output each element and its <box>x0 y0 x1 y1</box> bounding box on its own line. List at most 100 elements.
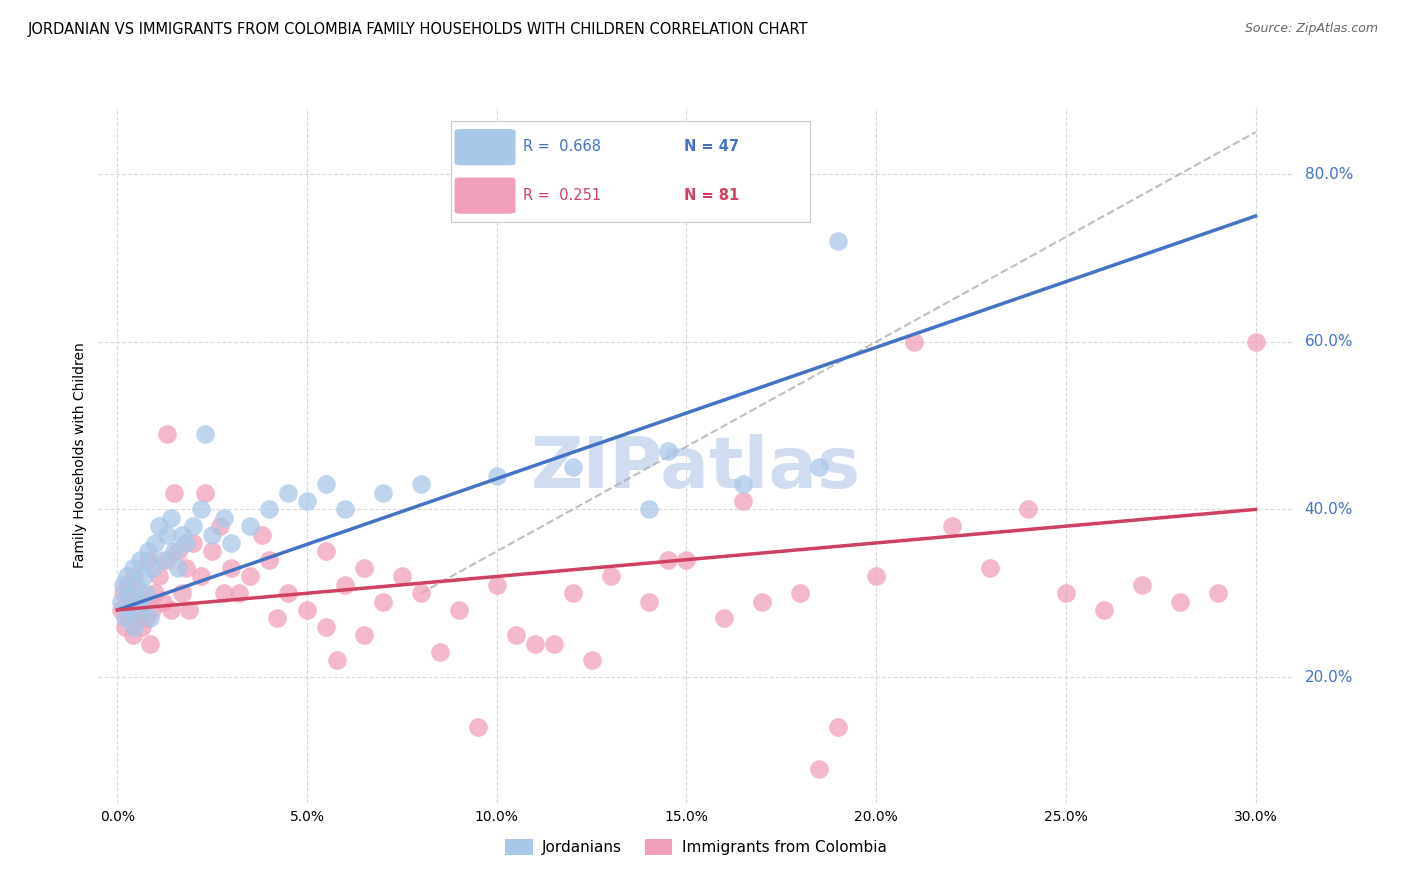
Point <box>136 544 159 558</box>
Point <box>1054 586 1077 600</box>
Point <box>543 636 565 650</box>
Point <box>219 561 242 575</box>
Point <box>409 586 432 600</box>
Point <box>152 552 174 566</box>
Point <box>120 594 142 608</box>
Point <box>159 510 181 524</box>
Point <box>315 477 337 491</box>
Point <box>190 569 212 583</box>
Point <box>212 586 235 600</box>
Point <box>131 620 153 634</box>
Text: Source: ZipAtlas.com: Source: ZipAtlas.com <box>1244 22 1378 36</box>
Point <box>127 594 149 608</box>
Point <box>141 603 163 617</box>
Point <box>136 552 159 566</box>
Point <box>148 519 170 533</box>
Point <box>581 653 603 667</box>
Point <box>637 502 659 516</box>
Point <box>941 519 963 533</box>
Y-axis label: Family Households with Children: Family Households with Children <box>73 342 87 568</box>
Point <box>170 586 193 600</box>
Point <box>228 586 250 600</box>
Point <box>733 477 755 491</box>
Point <box>599 569 621 583</box>
Point <box>115 569 138 583</box>
Point <box>125 578 148 592</box>
Text: 80.0%: 80.0% <box>1305 167 1353 182</box>
Legend: Jordanians, Immigrants from Colombia: Jordanians, Immigrants from Colombia <box>499 833 893 862</box>
Point <box>505 628 527 642</box>
Point <box>257 502 280 516</box>
Point <box>121 561 143 575</box>
Point <box>159 603 181 617</box>
Point <box>239 519 262 533</box>
Point <box>121 628 143 642</box>
Point <box>789 586 811 600</box>
Point <box>201 544 224 558</box>
Point <box>129 586 152 600</box>
Point <box>219 536 242 550</box>
Point <box>979 561 1001 575</box>
Point <box>135 611 157 625</box>
Point <box>115 578 138 592</box>
Point <box>808 460 831 475</box>
Point <box>120 603 142 617</box>
Point <box>903 334 925 349</box>
Point <box>1206 586 1229 600</box>
Point <box>266 611 288 625</box>
Point <box>124 569 146 583</box>
Point <box>391 569 413 583</box>
Point <box>118 586 141 600</box>
Point <box>657 552 679 566</box>
Point <box>174 536 197 550</box>
Point <box>143 586 166 600</box>
Point <box>112 586 135 600</box>
Point <box>170 527 193 541</box>
Point <box>181 536 204 550</box>
Point <box>675 552 697 566</box>
Point <box>156 552 179 566</box>
Point <box>315 544 337 558</box>
Point <box>156 427 179 442</box>
Point <box>131 603 153 617</box>
Point <box>174 561 197 575</box>
Point <box>326 653 349 667</box>
Point <box>371 485 394 500</box>
Point <box>194 427 217 442</box>
Text: ZIPatlas: ZIPatlas <box>531 434 860 503</box>
Point <box>190 502 212 516</box>
Text: 20.0%: 20.0% <box>1305 670 1353 684</box>
Point <box>143 536 166 550</box>
Point <box>1168 594 1191 608</box>
Point <box>194 485 217 500</box>
Point <box>212 510 235 524</box>
Point <box>315 620 337 634</box>
Point <box>114 611 136 625</box>
Point <box>333 502 356 516</box>
Point <box>485 578 508 592</box>
Point <box>132 594 155 608</box>
Point <box>485 468 508 483</box>
Point <box>152 594 174 608</box>
Point <box>129 552 152 566</box>
Point <box>141 561 163 575</box>
Point <box>523 636 546 650</box>
Point <box>138 636 160 650</box>
Point <box>827 720 849 734</box>
Point <box>118 611 141 625</box>
Point <box>110 594 132 608</box>
Point <box>112 578 135 592</box>
Text: JORDANIAN VS IMMIGRANTS FROM COLOMBIA FAMILY HOUSEHOLDS WITH CHILDREN CORRELATIO: JORDANIAN VS IMMIGRANTS FROM COLOMBIA FA… <box>28 22 808 37</box>
Point <box>125 603 148 617</box>
Point <box>163 544 186 558</box>
Point <box>1017 502 1039 516</box>
Point <box>110 603 132 617</box>
Point <box>239 569 262 583</box>
Point <box>751 594 773 608</box>
Point <box>179 603 201 617</box>
Point <box>295 603 318 617</box>
Point <box>277 485 299 500</box>
Point <box>865 569 887 583</box>
Text: 60.0%: 60.0% <box>1305 334 1353 350</box>
Point <box>409 477 432 491</box>
